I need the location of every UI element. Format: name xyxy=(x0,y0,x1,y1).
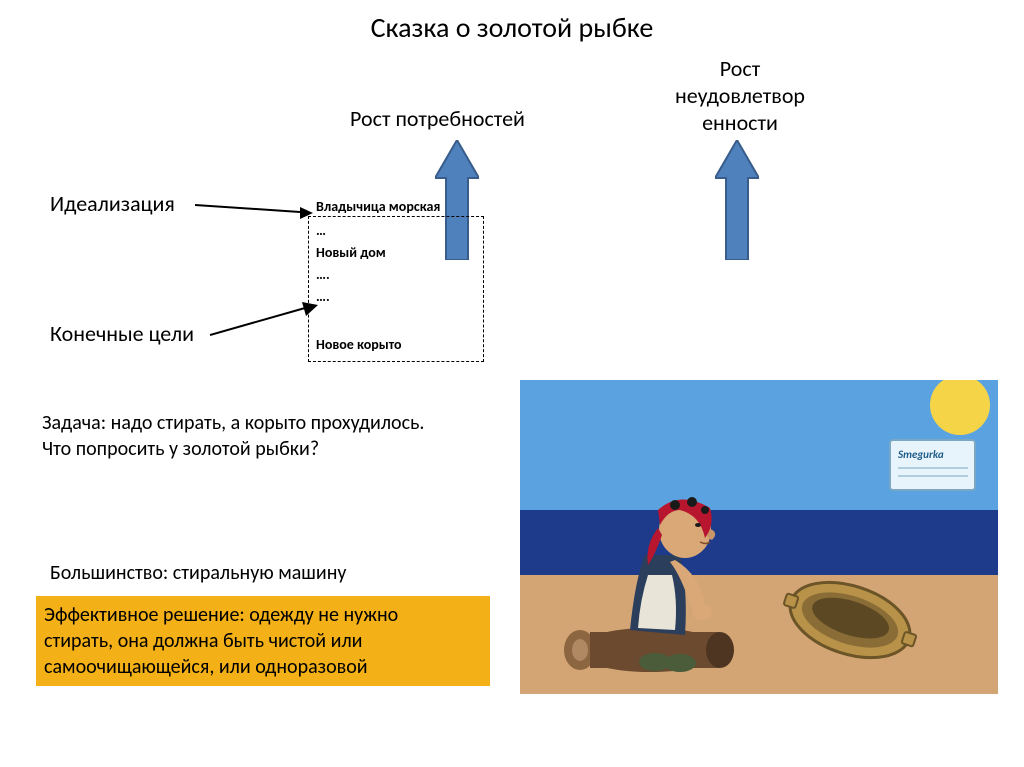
dissatisfaction-label: Рост неудовлетвор енности xyxy=(640,55,840,136)
box-trough: Новое корыто xyxy=(316,336,402,353)
arrow-finalgoals-icon xyxy=(210,300,320,350)
box-dots3: …. xyxy=(316,288,330,305)
box-dots1: … xyxy=(316,222,326,239)
idealization-label: Идеализация xyxy=(50,190,175,217)
svg-text:Smegurka: Smegurka xyxy=(897,448,944,461)
task-text: Задача: надо стирать, а корыто прохудило… xyxy=(42,410,424,462)
arrow-idealization-icon xyxy=(195,195,315,225)
illustration-image: Smegurka xyxy=(520,380,998,694)
dissat-arrow-icon xyxy=(715,140,759,265)
final-goals-label: Конечные цели xyxy=(50,320,194,347)
solution-box: Эффективное решение: одежду не нужно сти… xyxy=(36,596,490,686)
page-title: Сказка о золотой рыбке xyxy=(0,10,1024,45)
needs-growth-label: Рост потребностей xyxy=(350,105,525,132)
majority-text: Большинство: стиральную машину xyxy=(50,560,346,586)
box-dots2: …. xyxy=(316,266,330,283)
box-item-top: Владычица морская xyxy=(316,198,440,215)
box-house: Новый дом xyxy=(316,244,386,261)
